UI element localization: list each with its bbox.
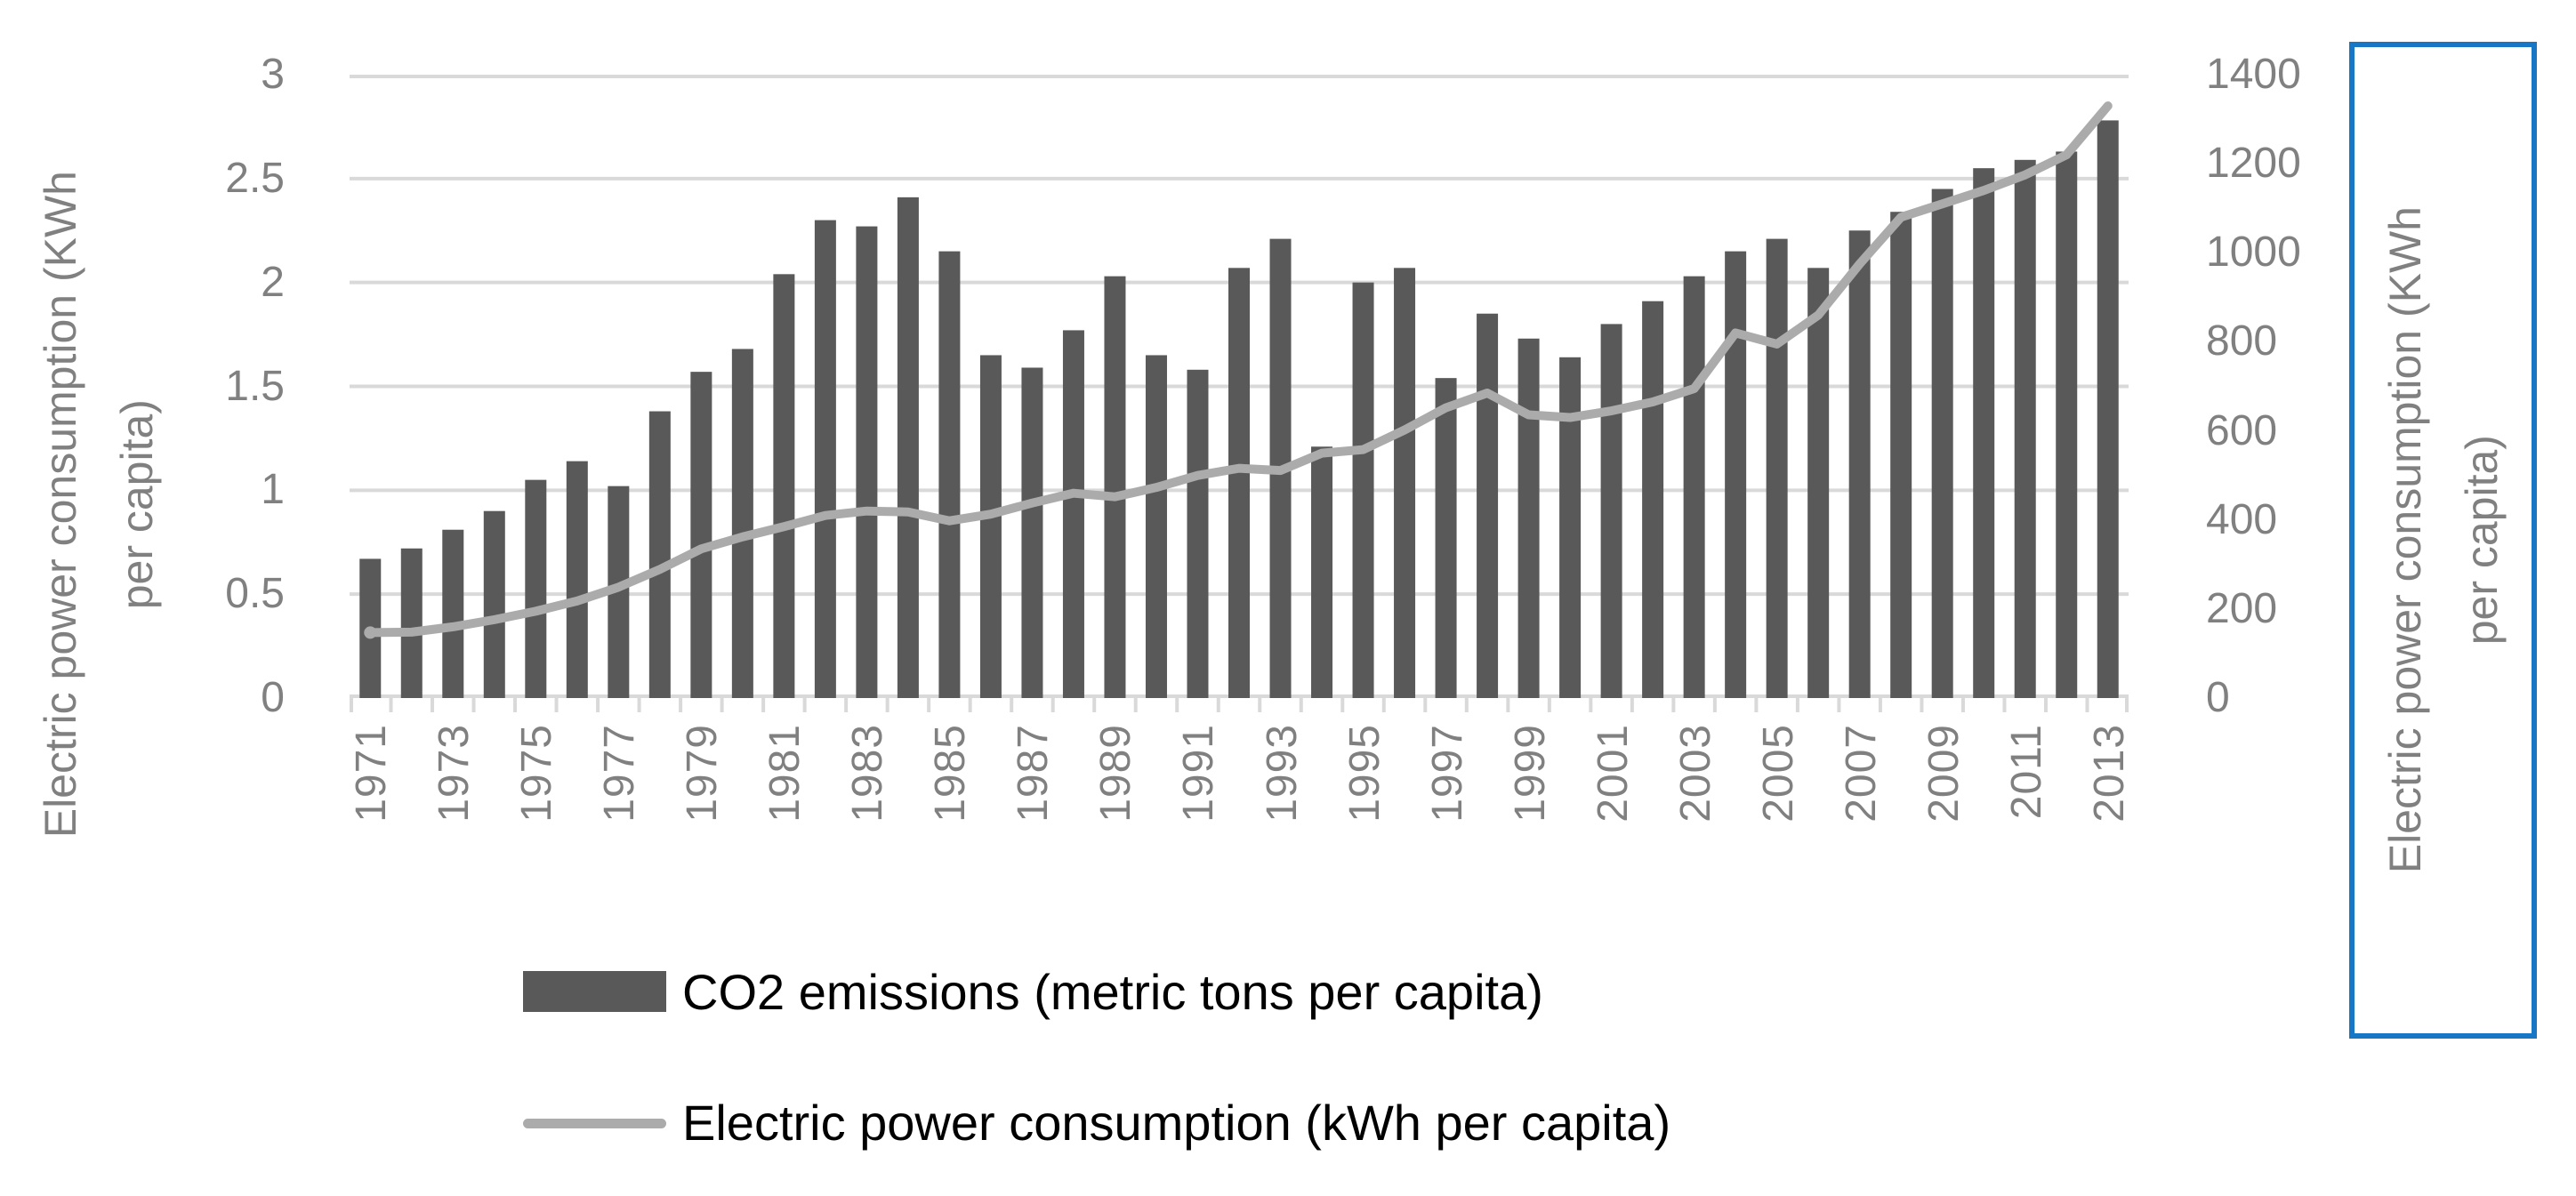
category-axis-tick-label: 1981 [761,724,809,823]
bar-1990[interactable] [1145,355,1167,698]
category-axis-tick-label: 1985 [927,724,975,823]
bar-1980[interactable] [731,349,753,698]
primary-axis-tick-label: 1.5 [225,362,285,410]
bar-1992[interactable] [1228,268,1250,698]
legend-label-co2: CO2 emissions (metric tons per capita) [682,963,1543,1020]
bar-2003[interactable] [1683,276,1705,698]
bar-2007[interactable] [1848,230,1871,698]
bar-1974[interactable] [483,510,505,698]
bar-2009[interactable] [1931,189,1953,698]
category-axis-tick-label: 1975 [513,724,561,823]
bar-2012[interactable] [2056,151,2078,698]
bar-2008[interactable] [1890,212,1912,699]
bar-2011[interactable] [2014,159,2036,698]
category-axis-tick-label: 2013 [2085,724,2133,823]
secondary-axis-tick-label: 800 [2206,317,2278,365]
bar-1976[interactable] [566,461,588,698]
secondary-axis-title-selection-box[interactable]: Electric power consumption (KWh per capi… [2349,42,2537,1039]
category-axis-tick-label: 1997 [1423,724,1471,823]
category-axis-tick-label: 1973 [431,724,479,823]
bar-2005[interactable] [1766,238,1788,698]
category-axis-tick-label: 2005 [1754,724,1802,823]
bar-1988[interactable] [1062,330,1084,698]
legend-item-electric[interactable]: Electric power consumption (kWh per capi… [523,1087,1670,1158]
bar-1986[interactable] [979,355,1002,698]
bar-1979[interactable] [690,372,712,698]
bar-1985[interactable] [938,251,961,698]
secondary-axis-title-line2: per capita) [2456,435,2507,646]
category-axis-tick-label: 1995 [1340,724,1389,823]
category-axis-tick-label: 1983 [844,724,892,823]
bar-2002[interactable] [1642,301,1664,698]
secondary-axis-tick-label: 0 [2206,674,2230,721]
category-axis-tick-label: 1979 [679,724,727,823]
bar-2004[interactable] [1725,251,1747,698]
category-axis-tick-label: 1977 [596,724,644,823]
line-start-point [364,626,377,639]
bar-1987[interactable] [1021,367,1043,698]
primary-axis-tick-label: 1 [261,466,285,514]
primary-axis-tick-label: 0 [261,674,285,721]
bar-1989[interactable] [1104,276,1126,698]
bar-1995[interactable] [1352,282,1374,698]
legend-label-electric: Electric power consumption (kWh per capi… [682,1094,1671,1151]
bar-1997[interactable] [1435,378,1457,698]
bar-1996[interactable] [1394,268,1416,698]
bar-2006[interactable] [1807,268,1830,698]
category-axis-tick-label: 2007 [1837,724,1885,823]
secondary-axis-tick-label: 1000 [2206,229,2301,277]
bar-1998[interactable] [1477,313,1499,698]
bar-2000[interactable] [1559,357,1582,698]
category-axis-tick-label: 2011 [2002,724,2050,820]
category-axis-tick-label: 2001 [1589,724,1637,823]
secondary-axis-title-line1: Electric power consumption (KWh [2379,206,2430,874]
category-axis-tick-label: 2003 [1671,724,1719,823]
primary-axis-tick-label: 2 [261,258,285,306]
bar-1972[interactable] [400,548,423,698]
category-axis-tick-label: 1989 [1092,724,1140,823]
bar-1973[interactable] [442,529,464,698]
category-axis-tick-label: 2009 [1920,724,1968,823]
bar-1981[interactable] [773,274,795,698]
line-series[interactable] [366,101,2113,638]
bar-1982[interactable] [814,220,836,699]
secondary-axis-tick-label: 200 [2206,584,2278,632]
primary-axis-tick-label: 3 [261,51,285,98]
legend-item-co2[interactable]: CO2 emissions (metric tons per capita) [523,956,1543,1027]
bar-2013[interactable] [2097,120,2119,698]
secondary-axis-tick-label: 1200 [2206,140,2301,188]
category-axis-tick-label: 1987 [1010,724,1058,823]
bar-1991[interactable] [1187,369,1209,698]
bar-2001[interactable] [1600,324,1622,698]
category-axis-tick-label: 1991 [1175,724,1223,823]
bar-1975[interactable] [525,479,547,698]
primary-axis-title-line1: Electric power consumption (KWh [36,171,85,839]
bar-1994[interactable] [1311,446,1333,698]
bar-1978[interactable] [648,411,671,698]
bar-series-swatch [523,971,666,1012]
bar-1984[interactable] [897,197,919,698]
category-axis-tick-label: 1999 [1506,724,1554,823]
plot-area [350,75,2129,712]
bar-1983[interactable] [856,226,878,698]
category-axis-tick-label: 1993 [1258,724,1306,823]
secondary-axis-tick-label: 1400 [2206,51,2301,98]
bar-1999[interactable] [1517,338,1540,698]
primary-axis-tick-label: 0.5 [225,570,285,618]
secondary-axis-tick-label: 600 [2206,406,2278,454]
primary-axis-tick-label: 2.5 [225,154,285,202]
bar-2010[interactable] [1973,168,1995,698]
secondary-axis-title: Electric power consumption (KWh per capi… [2367,206,2520,873]
line-series-swatch [523,1118,666,1128]
category-axis-tick-label: 1971 [348,724,396,823]
secondary-axis-tick-label: 400 [2206,495,2278,543]
